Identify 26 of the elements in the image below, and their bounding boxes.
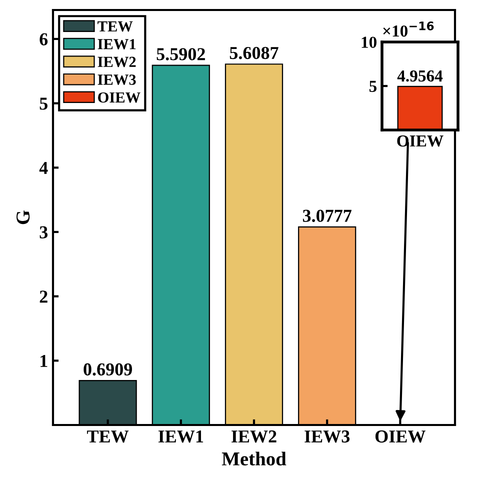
x-tick-label: TEW (87, 430, 129, 443)
x-tick-label: IEW2 (232, 430, 276, 443)
x-tick-label: IEW3 (304, 430, 350, 443)
data-label: 4.9564 (397, 70, 443, 82)
y-tick-label: 4 (39, 162, 48, 174)
legend-label: IEW1 (98, 39, 136, 50)
y-tick-label: 2 (40, 290, 48, 303)
legend-label: OIEW (98, 92, 140, 103)
x-tick-label: IEW1 (158, 430, 204, 443)
data-label: 0.6909 (84, 363, 132, 376)
y-tick-label: 5 (40, 98, 48, 110)
data-label: 5.6087 (230, 46, 278, 60)
x-tick-label: OIEW (375, 430, 426, 443)
data-label: 3.0777 (302, 210, 352, 222)
y-tick-label: 10 (362, 36, 377, 48)
legend-label: IEW2 (98, 56, 136, 68)
data-label: 5.5902 (156, 48, 205, 60)
legend-label: TEW (98, 21, 133, 32)
y-axis-title: G (16, 210, 30, 224)
x-axis-title: Method (222, 452, 286, 466)
y-tick-label: 6 (40, 33, 48, 46)
y-tick-label: 5 (369, 80, 377, 92)
y-tick-label: 3 (40, 226, 48, 238)
annotation: ×10$^{−16}$ (383, 22, 434, 37)
y-tick-label: 1 (40, 355, 48, 367)
legend-label: IEW3 (98, 74, 136, 85)
